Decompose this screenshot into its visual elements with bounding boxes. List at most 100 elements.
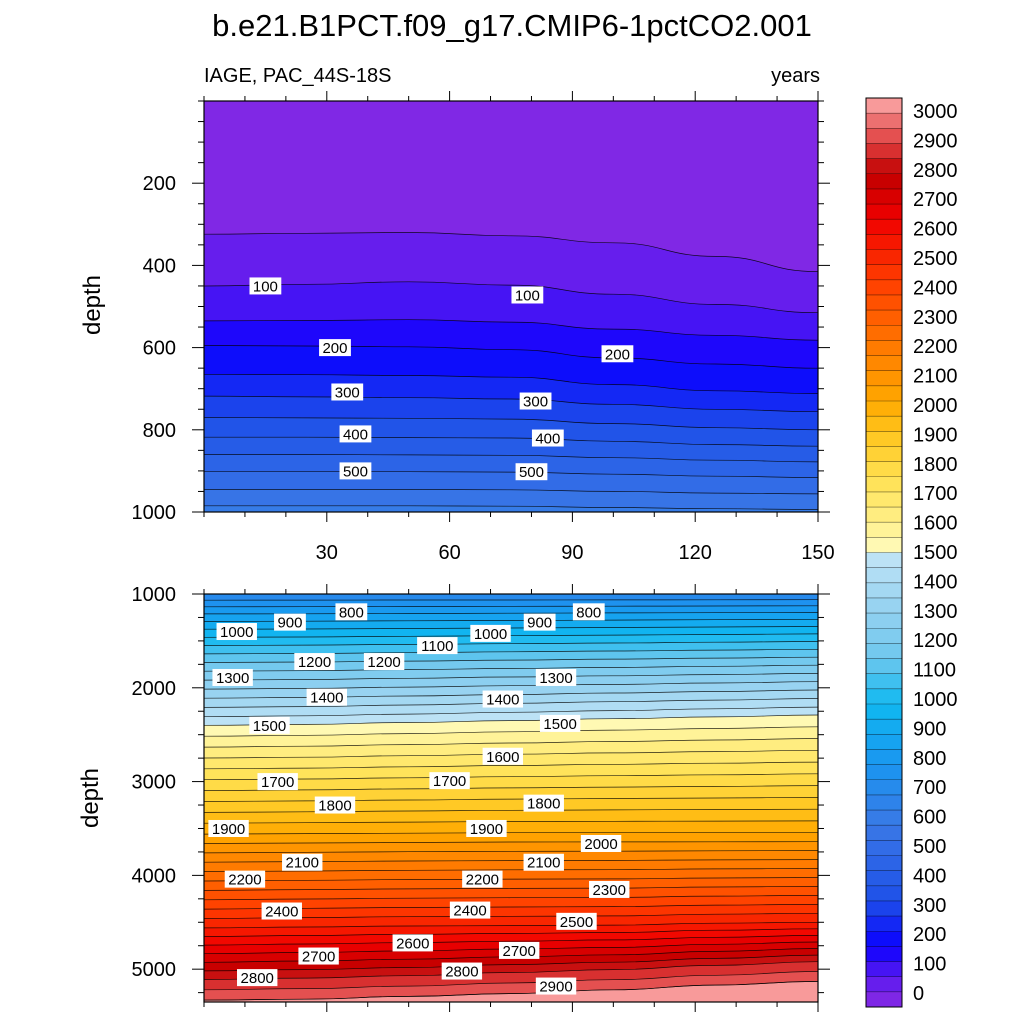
contour-label: 800 bbox=[335, 603, 368, 621]
colorbar-label: 200 bbox=[913, 924, 946, 946]
contour-label: 1400 bbox=[306, 688, 347, 707]
contour-label: 1900 bbox=[466, 819, 507, 838]
contour-line bbox=[204, 714, 818, 726]
colorbar-swatch bbox=[866, 643, 902, 659]
contour-line bbox=[204, 505, 818, 510]
colorbar-swatch bbox=[866, 931, 902, 947]
contour-label: 1600 bbox=[482, 747, 524, 766]
contour-label: 900 bbox=[523, 613, 556, 632]
contour-label: 1400 bbox=[482, 690, 524, 709]
colorbar-label: 300 bbox=[913, 895, 946, 917]
colorbar-swatch bbox=[866, 825, 902, 841]
contour-line bbox=[204, 395, 818, 413]
colorbar-swatch bbox=[866, 734, 902, 750]
contour-label-text: 1800 bbox=[318, 798, 351, 815]
y-tick-label: 1000 bbox=[132, 502, 177, 524]
contour-label-text: 1200 bbox=[298, 654, 331, 671]
contour-label-text: 1400 bbox=[486, 692, 519, 709]
contour-label: 2200 bbox=[224, 870, 266, 889]
contour-label-text: 2800 bbox=[445, 964, 478, 981]
colorbar-swatch bbox=[866, 446, 902, 462]
contour-label-text: 200 bbox=[605, 346, 630, 363]
colorbar-label: 2100 bbox=[913, 366, 958, 388]
contour-label: 2500 bbox=[556, 912, 597, 931]
colorbar-swatch bbox=[866, 855, 902, 872]
colorbar-label: 2500 bbox=[913, 248, 958, 270]
contour-line bbox=[204, 599, 818, 601]
colorbar-swatch bbox=[866, 294, 902, 311]
contour-line bbox=[204, 961, 818, 980]
colorbar-swatch bbox=[866, 401, 902, 417]
colorbar-swatch bbox=[866, 158, 902, 175]
contour-label: 300 bbox=[519, 392, 552, 411]
contour-label-text: 800 bbox=[339, 604, 364, 621]
colorbar-swatch bbox=[866, 567, 902, 584]
contour-label: 1500 bbox=[539, 714, 581, 733]
contour-line bbox=[204, 904, 818, 910]
colorbar-swatch bbox=[866, 264, 902, 281]
contour-label: 2800 bbox=[441, 962, 483, 981]
contour-label: 800 bbox=[572, 603, 605, 621]
colorbar-swatch bbox=[866, 976, 902, 993]
colorbar-label: 1600 bbox=[913, 513, 958, 535]
colorbar-swatch bbox=[866, 719, 902, 735]
contour-label-text: 100 bbox=[253, 278, 278, 295]
y-tick-label: 600 bbox=[143, 338, 176, 360]
contour-label-text: 2900 bbox=[539, 979, 572, 996]
contour-line bbox=[204, 417, 818, 431]
contour-label: 2400 bbox=[261, 902, 302, 921]
contour-line bbox=[204, 489, 818, 495]
colorbar-swatch bbox=[866, 552, 902, 569]
colorbar-swatch bbox=[866, 522, 902, 538]
contour-line bbox=[204, 912, 818, 919]
contour-line bbox=[204, 895, 818, 901]
colorbar-swatch bbox=[866, 310, 902, 326]
contour-line bbox=[204, 832, 818, 835]
y-tick-label: 5000 bbox=[132, 959, 177, 981]
contour-label: 2100 bbox=[282, 853, 323, 872]
contour-label: 2300 bbox=[589, 880, 630, 899]
contour-line bbox=[204, 626, 818, 630]
colorbar-label: 1800 bbox=[913, 454, 958, 476]
colorbar-swatch bbox=[866, 673, 902, 690]
contour-line bbox=[204, 886, 818, 891]
colorbar-swatch bbox=[866, 204, 902, 220]
colorbar-swatch bbox=[866, 461, 902, 478]
contour-line bbox=[204, 935, 818, 946]
colorbar-swatch bbox=[866, 537, 902, 553]
colorbar-swatch bbox=[866, 779, 902, 796]
y-tick-label: 1000 bbox=[132, 584, 177, 606]
contour-line bbox=[204, 612, 818, 615]
colorbar-swatch bbox=[866, 961, 902, 978]
colorbar-label: 1400 bbox=[913, 571, 958, 593]
contour-label-text: 2400 bbox=[453, 903, 486, 920]
colorbar-swatch bbox=[866, 749, 902, 765]
colorbar-label: 2400 bbox=[913, 277, 958, 299]
y-tick-label: 3000 bbox=[132, 772, 177, 794]
colorbar-swatch bbox=[866, 946, 902, 962]
contour-line bbox=[204, 633, 818, 638]
contour-label: 1500 bbox=[249, 716, 290, 735]
contour-line bbox=[204, 345, 818, 369]
contour-label: 200 bbox=[601, 345, 634, 363]
colorbar-swatch bbox=[866, 840, 902, 856]
contour-label: 1200 bbox=[363, 653, 405, 671]
contour-label: 400 bbox=[531, 429, 564, 448]
contour-line bbox=[204, 850, 818, 854]
contour-label: 2000 bbox=[580, 834, 622, 853]
contour-fills bbox=[204, 101, 818, 512]
contour-label-text: 100 bbox=[515, 287, 540, 304]
top-y-axis-label: depth bbox=[79, 275, 106, 335]
contour-line bbox=[204, 232, 818, 272]
contour-label: 1700 bbox=[257, 773, 298, 791]
contour-line bbox=[204, 773, 818, 781]
colorbar-swatch bbox=[866, 794, 902, 811]
bottom-y-axis-label: depth bbox=[77, 768, 104, 828]
colorbar-swatch bbox=[866, 870, 902, 887]
contour-label-text: 900 bbox=[527, 615, 552, 632]
x-tick-label: 60 bbox=[438, 542, 460, 564]
contour-label: 1000 bbox=[470, 624, 511, 643]
contour-label: 1800 bbox=[314, 796, 356, 815]
top-panel: 30 60 90 120 150 200 400 600 800 1000 100 100 200 200… bbox=[132, 91, 835, 564]
contour-label-text: 400 bbox=[535, 431, 560, 448]
